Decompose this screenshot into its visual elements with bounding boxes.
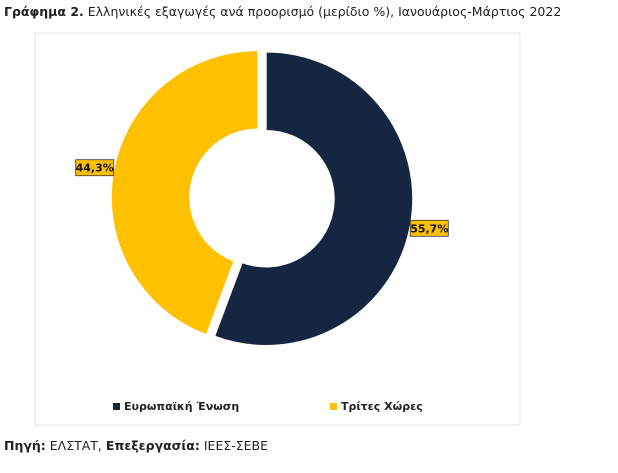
footer-text: ΕΛΣΤΑΤ, — [49, 438, 102, 453]
donut-slice — [213, 50, 414, 347]
data-label: 55,7% — [410, 222, 448, 235]
legend-label: Τρίτες Χώρες — [341, 400, 423, 413]
legend-swatch — [330, 403, 337, 410]
donut-slice — [110, 49, 259, 336]
footer-label: Επεξεργασία: — [105, 438, 200, 453]
footer-label: Πηγή: — [4, 438, 46, 453]
data-label-box — [75, 159, 115, 177]
footer-text: ΙΕΕΣ-ΣΕΒΕ — [203, 438, 269, 453]
header: Γράφημα 2. Ελληνικές εξαγωγές ανά προορι… — [4, 4, 561, 19]
legend-label: Ευρωπαϊκή Ένωση — [124, 400, 239, 413]
data-label: 44,3% — [76, 162, 114, 175]
data-label-box — [409, 219, 449, 237]
chart-title: Ελληνικές εξαγωγές ανά προορισμό (μερίδι… — [87, 4, 562, 19]
legend-swatch — [113, 403, 120, 410]
footer: Πηγή: ΕΛΣΤΑΤ, Επεξεργασία: ΙΕΕΣ-ΣΕΒΕ — [4, 438, 268, 453]
figure-label: Γράφημα 2. — [4, 4, 84, 19]
